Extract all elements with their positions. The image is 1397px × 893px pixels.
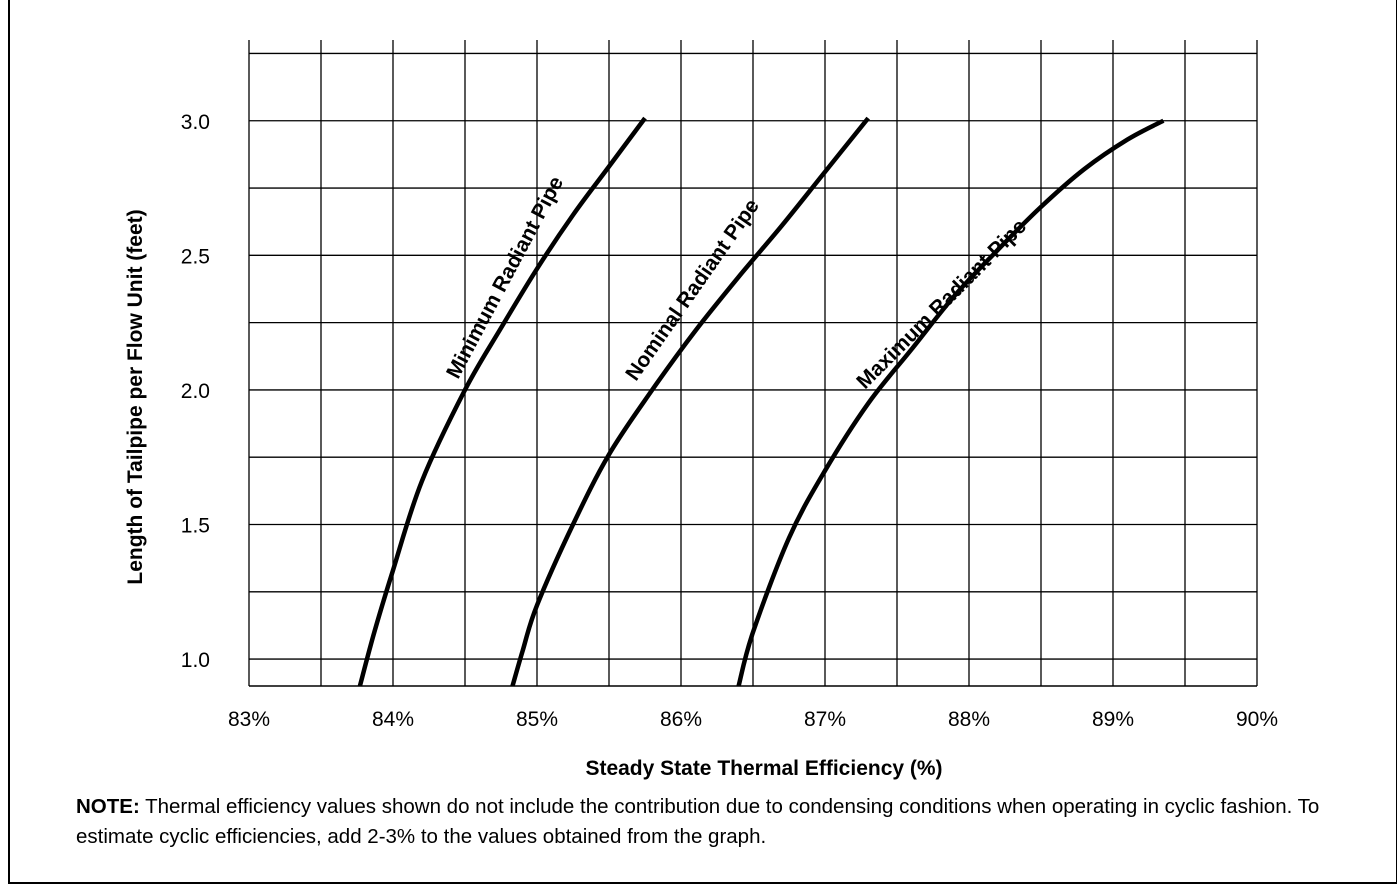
y-tick-label: 2.0 <box>181 380 210 403</box>
series-line-nominal <box>510 116 870 687</box>
y-axis-title: Length of Tailpipe per Flow Unit (feet) <box>124 209 147 584</box>
x-tick-label: 90% <box>1236 708 1278 731</box>
y-tick-label: 3.0 <box>181 111 210 134</box>
x-tick-label: 83% <box>228 708 270 731</box>
x-axis-title: Steady State Thermal Efficiency (%) <box>585 757 942 780</box>
note-label: NOTE: <box>76 795 140 818</box>
series-label-maximum: Maximum Radiant Pipe <box>852 215 1031 394</box>
tick-labels: 83% 84% 85% 86% 87% 88% 89% 90% 1.0 1.5 2.0 2.5 3.0 <box>181 111 1278 731</box>
y-tick-label: 2.5 <box>181 245 210 268</box>
x-tick-label: 89% <box>1092 708 1134 731</box>
y-tick-label: 1.5 <box>181 515 210 538</box>
chart: Minimum Radiant Pipe Nominal Radiant Pipe… <box>124 40 1278 780</box>
y-tick-label: 1.0 <box>181 649 210 672</box>
curves <box>357 116 1165 687</box>
figure-frame: Minimum Radiant Pipe Nominal Radiant Pipe… <box>8 0 1397 884</box>
x-tick-label: 88% <box>948 708 990 731</box>
grid <box>248 40 1258 687</box>
x-tick-label: 85% <box>516 708 558 731</box>
note-body: Thermal efficiency values shown do not i… <box>76 795 1320 848</box>
series-line-minimum <box>357 116 647 687</box>
series-line-maximum <box>736 118 1165 687</box>
series-label-nominal: Nominal Radiant Pipe <box>621 195 764 385</box>
series-label-minimum: Minimum Radiant Pipe <box>442 173 568 383</box>
x-tick-label: 86% <box>660 708 702 731</box>
x-tick-label: 87% <box>804 708 846 731</box>
x-tick-label: 84% <box>372 708 414 731</box>
note-text: NOTE: Thermal efficiency values shown do… <box>76 792 1376 852</box>
